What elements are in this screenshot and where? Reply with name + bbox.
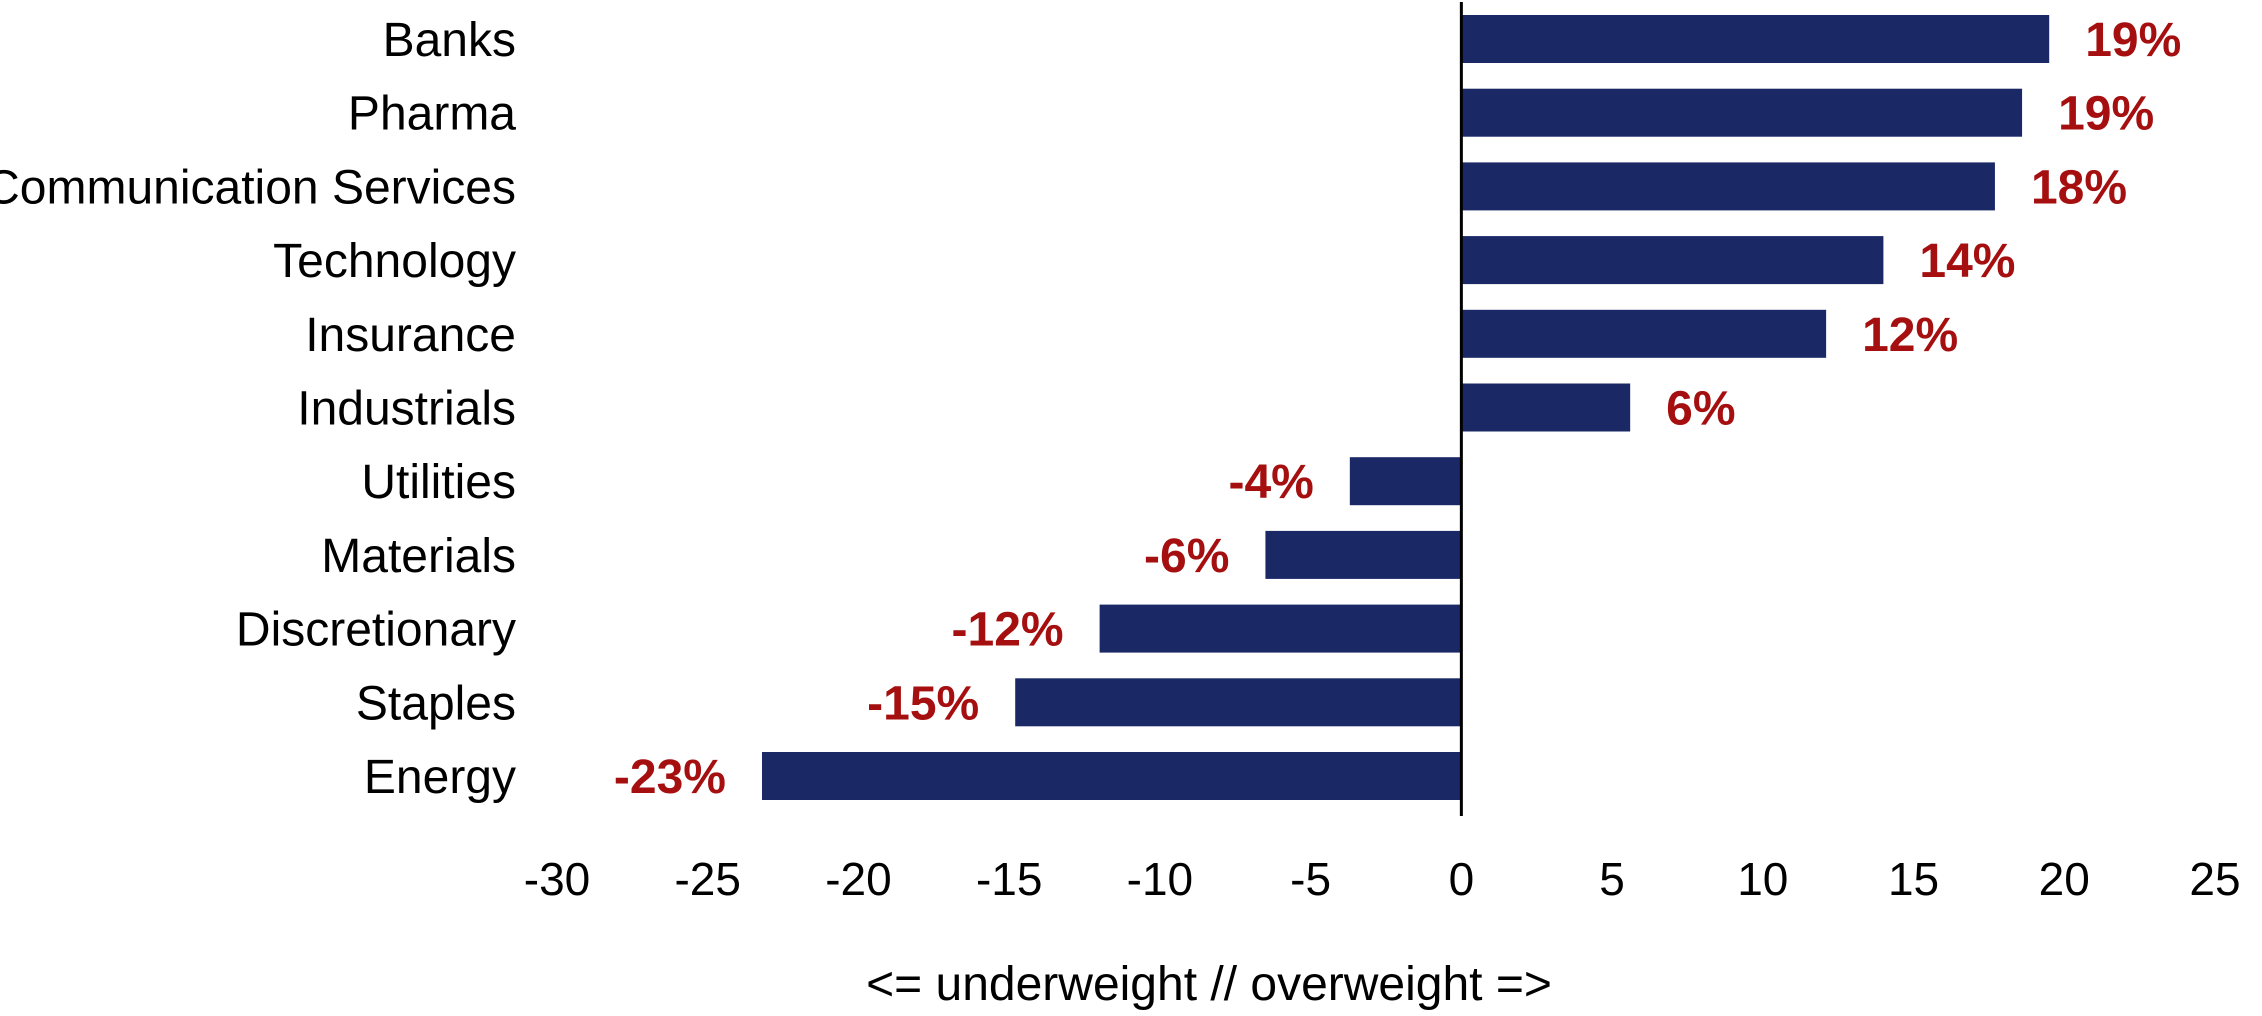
category-label-discretionary: Discretionary xyxy=(236,604,516,657)
category-label-staples: Staples xyxy=(356,677,516,730)
bar-insurance xyxy=(1461,309,1827,358)
category-label-pharma: Pharma xyxy=(348,88,516,141)
data-label-materials: -6% xyxy=(1144,530,1229,583)
x-axis-tick-labels: -30 -25 -20 -15 -10 -5 0 5 10 15 20 25 xyxy=(524,853,2241,905)
category-label-materials: Materials xyxy=(321,530,516,583)
x-tick-label: 0 xyxy=(1449,853,1475,905)
x-tick-label: 5 xyxy=(1599,853,1625,905)
data-label-utilities: -4% xyxy=(1228,456,1313,509)
data-label-technology: 14% xyxy=(1919,235,2015,288)
x-tick-label: -30 xyxy=(524,853,590,905)
x-tick-label: 25 xyxy=(2189,853,2240,905)
bar-staples xyxy=(1015,678,1462,727)
data-label-industrials: 6% xyxy=(1666,383,1735,436)
category-label-energy: Energy xyxy=(364,751,516,804)
category-labels: Banks Pharma Communication Services Technol… xyxy=(0,14,516,804)
bars xyxy=(761,15,2050,800)
data-label-communication-services: 18% xyxy=(2031,161,2127,214)
x-tick-label: -10 xyxy=(1127,853,1193,905)
data-label-insurance: 12% xyxy=(1862,309,1958,362)
bar-technology xyxy=(1461,236,1884,285)
category-label-utilities: Utilities xyxy=(361,456,516,509)
x-tick-label: 15 xyxy=(1888,853,1939,905)
bar-banks xyxy=(1461,15,2050,63)
data-label-discretionary: -12% xyxy=(952,604,1064,657)
x-tick-label: 10 xyxy=(1737,853,1788,905)
bar-discretionary xyxy=(1099,604,1462,653)
bar-materials xyxy=(1265,530,1462,579)
x-axis-title: <= underweight // overweight => xyxy=(866,958,1552,1011)
data-labels: 19% 19% 18% 14% 12% 6% -4% -6% -12% -15% -23% xyxy=(614,14,2181,804)
bar-energy xyxy=(761,752,1462,800)
data-label-energy: -23% xyxy=(614,751,726,804)
bar-communication-services xyxy=(1461,162,1995,211)
category-label-insurance: Insurance xyxy=(305,309,516,362)
data-label-staples: -15% xyxy=(867,677,979,730)
x-tick-label: -5 xyxy=(1290,853,1331,905)
x-tick-label: -25 xyxy=(674,853,740,905)
x-tick-label: -15 xyxy=(976,853,1042,905)
data-label-banks: 19% xyxy=(2085,14,2181,67)
bar-pharma xyxy=(1461,88,2023,137)
category-label-communication-services: Communication Services xyxy=(0,161,516,214)
category-label-banks: Banks xyxy=(383,14,516,67)
x-tick-label: 20 xyxy=(2039,853,2090,905)
category-label-technology: Technology xyxy=(273,235,516,288)
x-tick-label: -20 xyxy=(825,853,891,905)
category-label-industrials: Industrials xyxy=(297,383,516,436)
bar-industrials xyxy=(1461,383,1631,432)
data-label-pharma: 19% xyxy=(2058,88,2154,141)
bar-utilities xyxy=(1349,457,1462,506)
